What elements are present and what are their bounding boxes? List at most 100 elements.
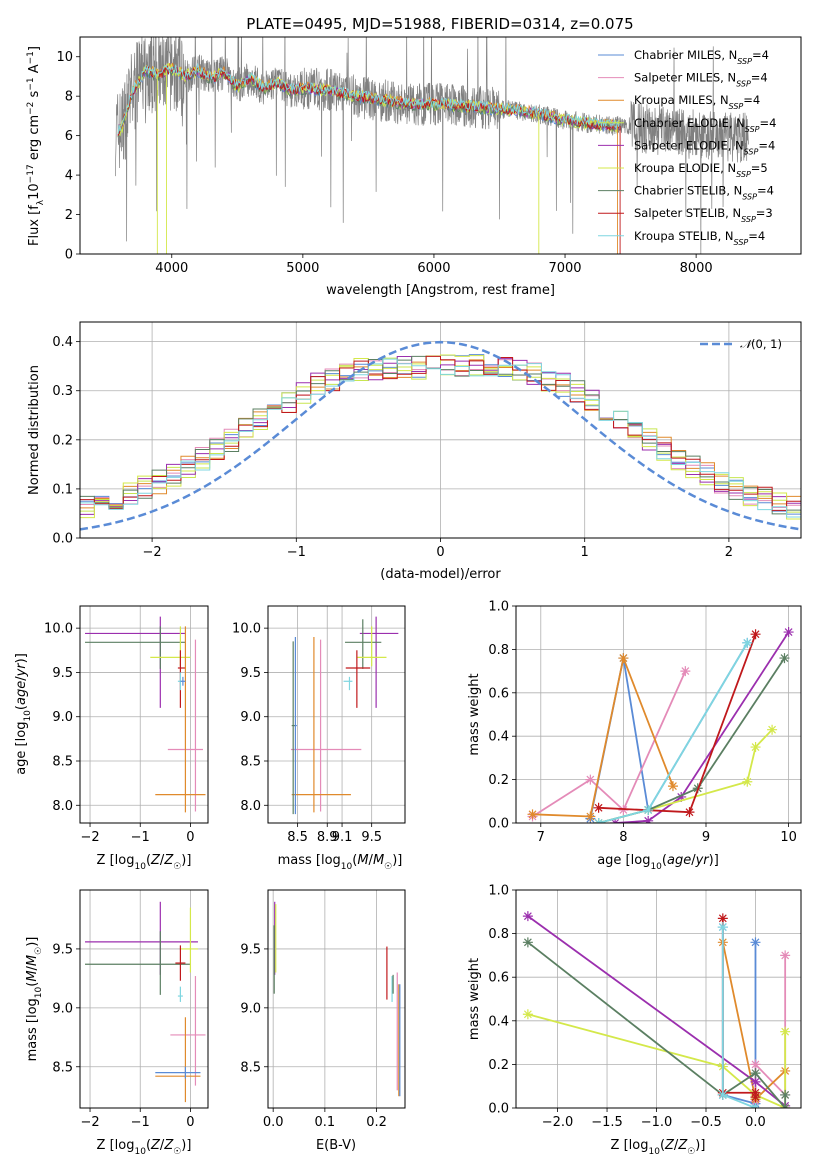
y-tick-label: 4	[65, 169, 73, 184]
star-marker	[618, 804, 629, 815]
hist-kroupa-stelib	[80, 358, 801, 524]
y-tick-label: 0.0	[488, 817, 509, 832]
legend-suffix: =4	[748, 229, 765, 243]
x-tick-label: 5000	[286, 261, 319, 276]
star-marker	[643, 815, 654, 823]
x-tick-label: 4000	[155, 261, 188, 276]
star-marker	[643, 804, 654, 815]
legend-suffix: =4	[758, 138, 775, 152]
legend-entry: 𝒩(0, 1)	[740, 337, 782, 351]
x-axis-label: Z [log10(Z/Z☉)]	[611, 1138, 706, 1157]
series-chabrier-stelib	[593, 653, 790, 823]
grid-mass-vs-ebv	[268, 890, 405, 1108]
series-line	[532, 654, 674, 818]
y-axis-label: age [log10(age/yr)]	[14, 653, 33, 775]
plot-area-spectrum	[115, 37, 749, 254]
legend-sub: SSP	[744, 147, 759, 156]
errorbar-kroupa-miles	[155, 626, 206, 813]
x-tick-label: 9	[702, 830, 710, 845]
star-marker	[742, 637, 753, 648]
y-tick-label: 9.5	[52, 666, 73, 681]
legend-suffix: =4	[757, 184, 774, 198]
x-tick-label: −1.5	[591, 1115, 623, 1130]
errorbar-salpeter-elodie	[85, 616, 186, 708]
x-tick-label: 10	[780, 830, 797, 845]
grid-mass-vs-Z	[80, 890, 208, 1108]
x-tick-label: 8.9	[317, 830, 338, 845]
star-marker	[680, 666, 691, 677]
errorbar-salpeter-stelib	[345, 650, 371, 708]
star-marker	[717, 1089, 728, 1100]
axis-frame	[79, 36, 802, 255]
x-tick-label: 7000	[548, 261, 581, 276]
y-tick-label: 0.2	[488, 773, 509, 788]
y-tick-label: 0.2	[488, 1058, 509, 1073]
panel-age-vs-Z: −2 −1 0 8.0 8.5 9.0 9.5 10.0 Z [log10(Z/Z☉)] age …	[14, 605, 209, 872]
y-axis-label: mass weight	[467, 958, 482, 1040]
star-marker	[618, 653, 629, 664]
x-axis-label: wavelength [Angstrom, rest frame]	[326, 283, 555, 298]
star-marker	[717, 922, 728, 933]
y-tick-label: 0.0	[488, 1102, 509, 1117]
star-marker	[676, 791, 687, 802]
x-tick-label: 0	[186, 830, 194, 845]
grid-weight-vs-age	[516, 606, 801, 823]
errorbar-chabrier-miles	[155, 1066, 201, 1079]
x-tick-label: 2	[725, 545, 733, 560]
x-tick-label: 0.1	[315, 1115, 336, 1130]
errorbar-salpeter-stelib	[175, 945, 186, 981]
star-marker	[750, 629, 761, 640]
y-tick-label: 8.0	[240, 799, 261, 814]
x-tick-label: 8	[619, 830, 627, 845]
legend-sub: SSP	[734, 237, 749, 246]
axis-frame	[79, 889, 209, 1109]
x-tick-label: −2.0	[542, 1115, 574, 1130]
errorbar-kroupa-miles	[291, 637, 351, 813]
model-line-kroupa-stelib	[117, 62, 620, 135]
y-tick-label: 1.0	[488, 884, 509, 899]
errorbar-kroupa-miles	[155, 1017, 201, 1103]
x-tick-label: 0.2	[366, 1115, 387, 1130]
grid-age-vs-mass	[268, 606, 405, 823]
errorbar-salpeter-stelib	[177, 650, 186, 708]
star-marker	[684, 807, 695, 818]
errorbar-chabrier-miles	[180, 676, 186, 686]
series-chabrier-miles	[585, 637, 753, 823]
x-tick-label: 0	[436, 545, 444, 560]
errorbar-kroupa-stelib	[177, 986, 183, 1002]
x-tick-label: 9.1	[332, 830, 353, 845]
legend-suffix: =4	[751, 71, 768, 85]
x-tick-label: −1	[131, 1115, 150, 1130]
legend-entry: Salpeter MILES, NSSP=4	[634, 71, 768, 89]
y-tick-label: 0.6	[488, 686, 509, 701]
legend-sub: SSP	[736, 79, 751, 88]
y-tick-label: 0.4	[52, 335, 73, 350]
errorbar-salpeter-miles	[170, 976, 206, 1086]
gaussian-curve	[80, 340, 801, 531]
y-tick-label: 0.3	[52, 384, 73, 399]
y-tick-label: 9.0	[52, 710, 73, 725]
y-tick-label: 9.5	[52, 942, 73, 957]
star-marker	[750, 742, 761, 753]
y-tick-label: 9.0	[240, 710, 261, 725]
grid-residuals	[80, 322, 801, 538]
star-marker	[767, 724, 778, 735]
panel-weight-vs-Z: −2.0 −1.5 −1.0 −0.5 0.0 0.0 0.2 0.4 0.6 0.8 1.0 Z […	[467, 884, 802, 1157]
y-tick-label: 0.6	[488, 971, 509, 986]
star-marker	[522, 1009, 533, 1020]
y-tick-label: 10.0	[44, 622, 73, 637]
y-tick-label: 6	[65, 129, 73, 144]
star-marker	[750, 1076, 761, 1087]
star-marker	[750, 1068, 761, 1079]
legend-suffix: =4	[752, 48, 769, 62]
panel-residuals: −2 −1 0 1 2 0.0 0.1 0.2 0.3 0.4 (data-model)/error…	[27, 321, 802, 582]
y-tick-label: 1.0	[488, 600, 509, 615]
legend-suffix: =4	[743, 93, 760, 107]
y-tick-label: 8.5	[52, 1060, 73, 1075]
legend-sub: SSP	[741, 215, 756, 224]
errorbar-salpeter-elodie	[359, 616, 399, 708]
errorbar-chabrier-stelib	[85, 626, 186, 669]
y-tick-label: 8	[65, 90, 73, 105]
y-tick-label: 10	[56, 50, 73, 65]
y-tick-label: 8.5	[240, 1060, 261, 1075]
